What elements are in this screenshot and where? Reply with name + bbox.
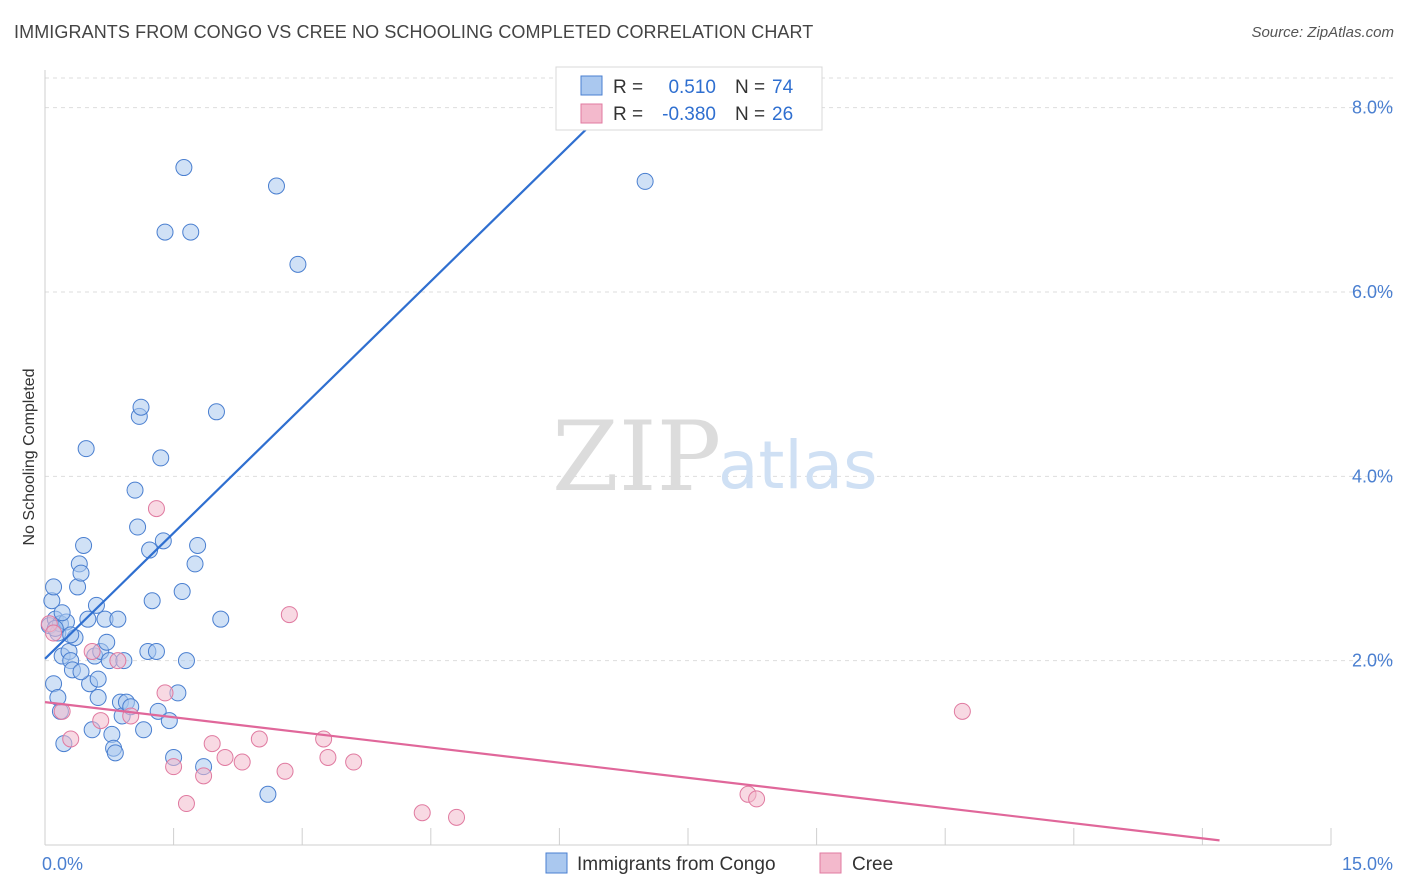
data-point-congo xyxy=(89,670,107,688)
trend-line-congo xyxy=(44,79,638,660)
series-cree-points xyxy=(40,500,971,826)
x-tick-marks xyxy=(173,828,1332,845)
data-point-congo xyxy=(106,744,124,762)
legend-label-congo: Immigrants from Congo xyxy=(577,854,776,875)
data-point-congo xyxy=(189,536,207,554)
data-point-cree xyxy=(250,730,268,748)
data-point-congo xyxy=(177,652,195,670)
data-point-congo xyxy=(212,610,230,628)
legend-swatch-cree xyxy=(580,103,603,124)
y-tick-label: 4.0% xyxy=(1352,466,1393,486)
data-point-cree xyxy=(109,652,127,670)
data-point-cree xyxy=(156,684,174,702)
data-point-congo xyxy=(135,721,153,739)
data-point-cree xyxy=(216,748,234,766)
data-point-congo xyxy=(156,223,174,241)
y-axis-label: No Schooling Completed xyxy=(21,369,38,546)
data-point-cree xyxy=(953,702,971,720)
data-point-congo xyxy=(75,536,93,554)
series-legend: Immigrants from Congo Cree xyxy=(545,852,893,875)
y-tick-labels: 2.0% 4.0% 6.0% 8.0% xyxy=(1352,98,1393,671)
data-point-cree xyxy=(748,790,766,808)
legend-swatch-congo xyxy=(580,75,603,96)
y-tick-label: 6.0% xyxy=(1352,282,1393,302)
data-point-cree xyxy=(233,753,251,771)
watermark: ZIP atlas xyxy=(552,401,878,513)
chart-title: IMMIGRANTS FROM CONGO VS CREE NO SCHOOLI… xyxy=(14,22,814,42)
data-point-congo xyxy=(182,223,200,241)
legend-swatch-congo-bottom xyxy=(545,852,568,874)
legend-n-value-cree: 26 xyxy=(772,104,793,125)
legend-r-value-cree: -0.380 xyxy=(662,104,716,125)
y-tick-label: 2.0% xyxy=(1352,651,1393,671)
data-point-cree xyxy=(45,624,63,642)
data-point-cree xyxy=(147,500,165,518)
data-point-cree xyxy=(83,642,101,660)
data-point-congo xyxy=(109,610,127,628)
data-point-cree xyxy=(276,762,294,780)
legend-label-cree: Cree xyxy=(852,854,893,875)
legend-swatch-cree-bottom xyxy=(819,852,842,874)
data-point-congo xyxy=(89,689,107,707)
legend-r-label-cree: R = xyxy=(613,104,643,125)
data-point-congo xyxy=(152,449,170,467)
x-tick-label-max: 15.0% xyxy=(1342,854,1393,874)
data-point-congo xyxy=(98,633,116,651)
data-point-cree xyxy=(122,707,140,725)
data-point-congo xyxy=(53,604,71,622)
data-point-congo xyxy=(267,177,285,195)
data-point-congo xyxy=(207,403,225,421)
legend-n-value-congo: 74 xyxy=(772,77,794,98)
watermark-zip: ZIP xyxy=(552,401,721,513)
legend-n-label-cree: N = xyxy=(735,104,765,125)
data-point-congo xyxy=(173,583,191,601)
grid-lines xyxy=(45,77,1393,662)
data-point-congo xyxy=(160,712,178,730)
data-point-cree xyxy=(319,748,337,766)
series-congo-points xyxy=(40,159,654,803)
data-point-cree xyxy=(62,730,80,748)
data-point-cree xyxy=(177,795,195,813)
data-point-cree xyxy=(195,767,213,785)
data-point-congo xyxy=(45,578,63,596)
data-point-cree xyxy=(92,712,110,730)
source-label: Source: ZipAtlas.com xyxy=(1251,24,1394,41)
data-point-congo xyxy=(289,255,307,273)
data-point-congo xyxy=(72,663,90,681)
watermark-atlas: atlas xyxy=(718,427,878,504)
data-point-congo xyxy=(126,481,144,499)
data-point-cree xyxy=(165,758,183,776)
legend-r-value-congo: 0.510 xyxy=(668,77,716,98)
legend-n-label-congo: N = xyxy=(735,77,765,98)
data-point-congo xyxy=(132,398,150,416)
data-point-cree xyxy=(448,808,466,826)
data-point-congo xyxy=(79,610,97,628)
y-tick-label: 8.0% xyxy=(1352,98,1393,118)
data-point-congo xyxy=(87,596,105,614)
data-point-congo xyxy=(154,532,172,550)
data-point-congo xyxy=(259,785,277,803)
data-point-congo xyxy=(143,592,161,610)
data-point-congo xyxy=(69,578,87,596)
data-point-congo xyxy=(175,159,193,177)
data-point-congo xyxy=(636,172,654,190)
data-point-congo xyxy=(129,518,147,536)
correlation-legend: R = 0.510 N = 74 R = -0.380 N = 26 xyxy=(555,66,823,131)
trend-line-cree xyxy=(44,701,1220,842)
legend-r-label-congo: R = xyxy=(613,77,643,98)
x-tick-label-min: 0.0% xyxy=(42,854,83,874)
data-point-cree xyxy=(203,735,221,753)
data-point-congo xyxy=(77,440,95,458)
data-point-congo xyxy=(72,564,90,582)
data-point-cree xyxy=(413,804,431,822)
data-point-cree xyxy=(345,753,363,771)
data-point-cree xyxy=(280,606,298,624)
data-point-congo xyxy=(147,642,165,660)
data-point-congo xyxy=(186,555,204,573)
